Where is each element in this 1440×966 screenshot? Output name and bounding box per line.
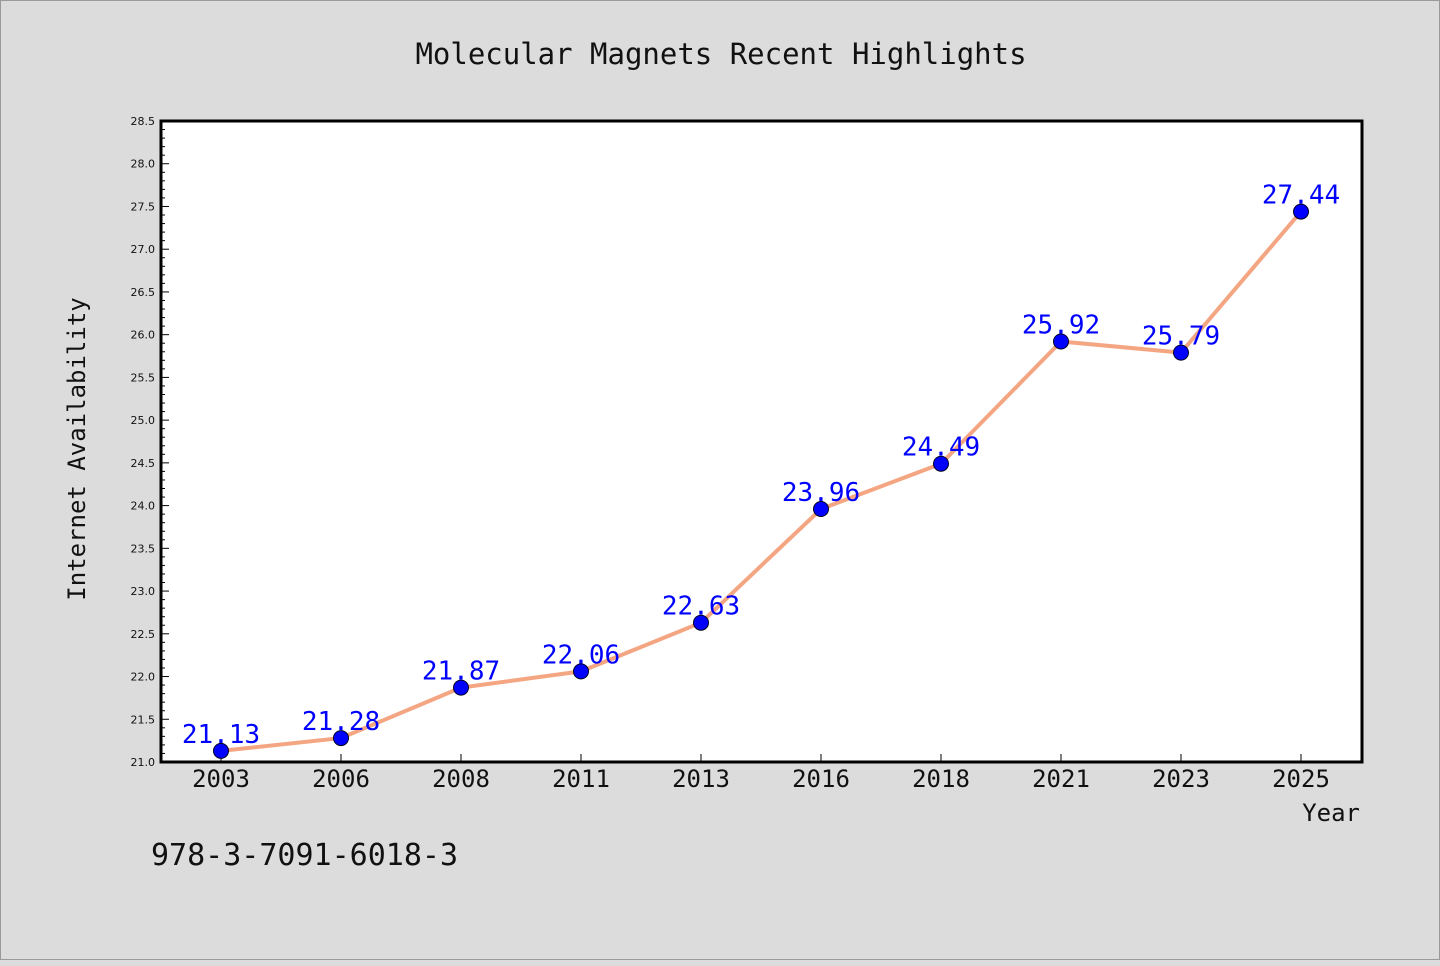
x-tick-label: 2016 (792, 765, 850, 793)
data-point (1053, 333, 1069, 350)
isbn-text: 978-3-7091-6018-3 (151, 838, 458, 873)
x-tick-label: 2011 (552, 765, 610, 793)
data-label: 25.79 (1142, 322, 1220, 352)
data-label: 23.96 (782, 478, 860, 508)
data-label: 24.49 (902, 433, 980, 463)
x-tick-label: 2021 (1032, 765, 1090, 793)
data-points (213, 203, 1309, 759)
data-label: 22.06 (542, 640, 620, 670)
data-label: 27.44 (1262, 181, 1340, 211)
y-tick-label: 22.0 (131, 671, 156, 684)
y-tick-label: 26.0 (131, 329, 156, 342)
data-point (573, 663, 589, 680)
y-tick-label: 25.5 (131, 371, 156, 384)
x-tick-label: 2023 (1152, 765, 1210, 793)
x-axis: 2003 2006 2008 2011 2013 2016 2018 2021 2023 2025 (192, 754, 1330, 793)
plot-area (159, 119, 1364, 764)
y-tick-label: 28.5 (131, 115, 156, 128)
data-point (813, 501, 829, 518)
data-label: 25.92 (1022, 311, 1100, 341)
data-point (213, 742, 229, 759)
y-tick-label: 24.0 (131, 500, 156, 513)
data-point (693, 614, 709, 631)
x-tick-label: 2006 (312, 765, 370, 793)
data-point (933, 455, 949, 472)
y-tick-label: 21.0 (131, 756, 156, 769)
y-tick-label: 22.5 (131, 628, 156, 641)
data-labels: 21.13 21.28 21.87 22.06 22.63 23.96 24.49 25.92… (182, 181, 1340, 750)
data-point (1173, 344, 1189, 361)
data-label: 22.63 (662, 592, 740, 622)
x-tick-label: 2013 (672, 765, 730, 793)
data-label: 21.87 (422, 657, 500, 687)
data-point (453, 679, 469, 696)
y-tick-label: 26.5 (131, 286, 156, 299)
series-line-group (220, 210, 1303, 753)
chart-title: Molecular Magnets Recent Highlights (415, 37, 1026, 71)
series-line (220, 210, 1303, 753)
y-axis: 21.0 21.5 22.0 22.5 23.0 23.5 24.0 24.5 25.0 25.5… (131, 115, 169, 769)
data-label: 21.28 (302, 707, 380, 737)
y-tick-label: 27.0 (131, 243, 156, 256)
x-tick-label: 2018 (912, 765, 970, 793)
y-tick-label: 23.5 (131, 542, 156, 555)
y-axis-label: Internet Availability (63, 297, 91, 600)
x-tick-label: 2008 (432, 765, 490, 793)
x-tick-label: 2025 (1272, 765, 1330, 793)
y-tick-label: 28.0 (131, 158, 156, 171)
y-tick-label: 27.5 (131, 200, 156, 213)
y-tick-label: 24.5 (131, 457, 156, 470)
x-axis-label: Year (1302, 799, 1360, 827)
data-point (333, 730, 349, 747)
y-tick-label: 23.0 (131, 585, 156, 598)
data-label: 21.13 (182, 720, 260, 750)
x-tick-label: 2003 (192, 765, 250, 793)
y-tick-label: 21.5 (131, 713, 156, 726)
y-tick-label: 25.0 (131, 414, 156, 427)
data-point (1293, 203, 1309, 220)
